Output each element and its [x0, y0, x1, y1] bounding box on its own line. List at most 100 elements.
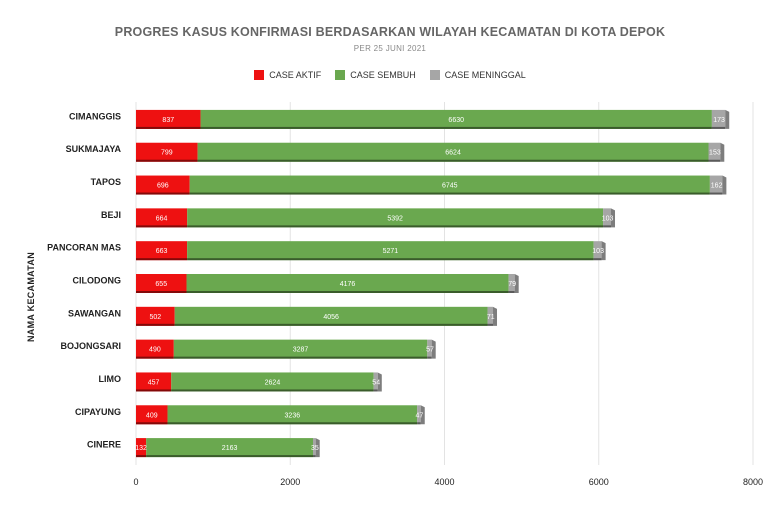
- data-label: 5271: [383, 248, 399, 255]
- data-label: 6630: [448, 117, 464, 124]
- bar-segment: [136, 241, 188, 261]
- bar-edge: [174, 323, 488, 326]
- category-label: SUKMAJAYA: [66, 144, 122, 154]
- bar-edge: [187, 258, 594, 261]
- bar-edge: [136, 225, 188, 228]
- bar-segment: [136, 339, 174, 359]
- bar-edge: [186, 291, 509, 293]
- bar-segment: [603, 208, 612, 228]
- category-label: SAWANGAN: [68, 308, 121, 318]
- bar-cap: [431, 339, 436, 359]
- bar-segment: [136, 142, 198, 162]
- bar-segment: [146, 438, 314, 458]
- legend-item-case-aktif: CASE AKTIF: [254, 70, 321, 80]
- bar-cap: [315, 438, 320, 458]
- bar-edge: [136, 291, 187, 293]
- data-label: 457: [148, 379, 160, 386]
- bar-segment: [187, 241, 594, 261]
- legend-item-case-sembuh: CASE SEMBUH: [335, 70, 416, 80]
- bar-segment: [136, 109, 201, 129]
- legend-item-case-meninggal: CASE MENINGGAL: [429, 70, 526, 80]
- bar-edge: [313, 455, 316, 458]
- bar-segment: [427, 339, 432, 359]
- bar-edge: [136, 126, 201, 129]
- bar-edge: [373, 389, 378, 392]
- bar-segment: [593, 241, 602, 261]
- bar-edge: [711, 126, 726, 129]
- legend-label-case-sembuh: CASE SEMBUH: [350, 70, 416, 80]
- data-label: 79: [508, 281, 516, 288]
- x-tick-label: 8000: [743, 477, 763, 487]
- legend-label-case-aktif: CASE AKTIF: [269, 70, 322, 80]
- bar-edge: [136, 192, 190, 195]
- bar-cap: [377, 372, 382, 392]
- bar-cap: [722, 175, 727, 195]
- bar-edge: [136, 258, 188, 261]
- chart-title: PROGRES KASUS KONFIRMASI BERDASARKAN WIL…: [114, 25, 666, 39]
- category-label: CIMANGGIS: [69, 111, 121, 121]
- data-label: 153: [709, 150, 721, 157]
- category-label: CILODONG: [73, 276, 122, 286]
- legend-swatch-case-meninggal: [429, 70, 440, 80]
- data-label: 663: [156, 248, 168, 255]
- bar-segment: [189, 175, 710, 195]
- bar-edge: [593, 258, 602, 261]
- bar-edge: [167, 422, 418, 425]
- bar-segment: [508, 274, 515, 293]
- data-label: 57: [426, 347, 434, 354]
- bar-segment: [186, 274, 509, 293]
- category-label: BOJONGSARI: [60, 341, 121, 351]
- legend-swatch-case-aktif: [254, 70, 265, 80]
- bar-segment: [708, 142, 721, 162]
- bar-cap: [420, 405, 425, 425]
- category-label: BEJI: [101, 210, 121, 220]
- data-label: 696: [157, 183, 169, 190]
- data-label: 2163: [222, 445, 238, 452]
- bar-segment: [136, 274, 187, 293]
- bar-edge: [136, 356, 174, 359]
- bar-segment: [174, 306, 488, 326]
- bar-edge: [709, 192, 723, 195]
- bar-edge: [136, 455, 147, 458]
- legend-swatch-case-sembuh: [335, 70, 346, 80]
- category-label: LIMO: [99, 374, 122, 384]
- bar-segment: [136, 438, 147, 458]
- legend: CASE AKTIF CASE SEMBUH CASE MENINGGAL: [0, 70, 780, 80]
- bar-segment: [373, 372, 378, 392]
- bar-cap: [601, 241, 606, 261]
- data-label: 6624: [445, 150, 461, 157]
- bar-edge: [171, 389, 374, 392]
- bar-edge: [187, 225, 604, 228]
- category-label: CIPAYUNG: [75, 407, 121, 417]
- bar-segment: [711, 109, 726, 129]
- data-label: 47: [416, 412, 424, 419]
- bar-segment: [313, 438, 316, 458]
- data-label: 71: [487, 314, 495, 321]
- bar-segment: [136, 208, 188, 228]
- bar-edge: [200, 126, 712, 129]
- data-label: 490: [149, 347, 161, 354]
- data-label: 35: [311, 445, 319, 452]
- x-tick-label: 2000: [280, 477, 300, 487]
- bar-edge: [708, 159, 721, 162]
- data-label: 799: [161, 150, 173, 157]
- bar-cap: [493, 306, 498, 326]
- bar-edge: [427, 356, 432, 359]
- data-label: 3236: [285, 412, 301, 419]
- bar-segment: [200, 109, 712, 129]
- bar-cap: [611, 208, 616, 228]
- data-label: 837: [162, 117, 174, 124]
- data-label: 103: [592, 248, 604, 255]
- bar-cap: [720, 142, 725, 162]
- data-label: 3287: [293, 347, 309, 354]
- data-label: 664: [156, 215, 168, 222]
- bar-segment: [197, 142, 709, 162]
- bar-edge: [146, 455, 314, 458]
- bar-edge: [508, 291, 515, 293]
- bar-edge: [136, 422, 168, 425]
- data-label: 103: [602, 215, 614, 222]
- legend-label-case-meninggal: CASE MENINGGAL: [444, 70, 526, 80]
- bar-cap: [514, 274, 519, 293]
- category-label: CINERE: [87, 440, 121, 450]
- bar-segment: [187, 208, 604, 228]
